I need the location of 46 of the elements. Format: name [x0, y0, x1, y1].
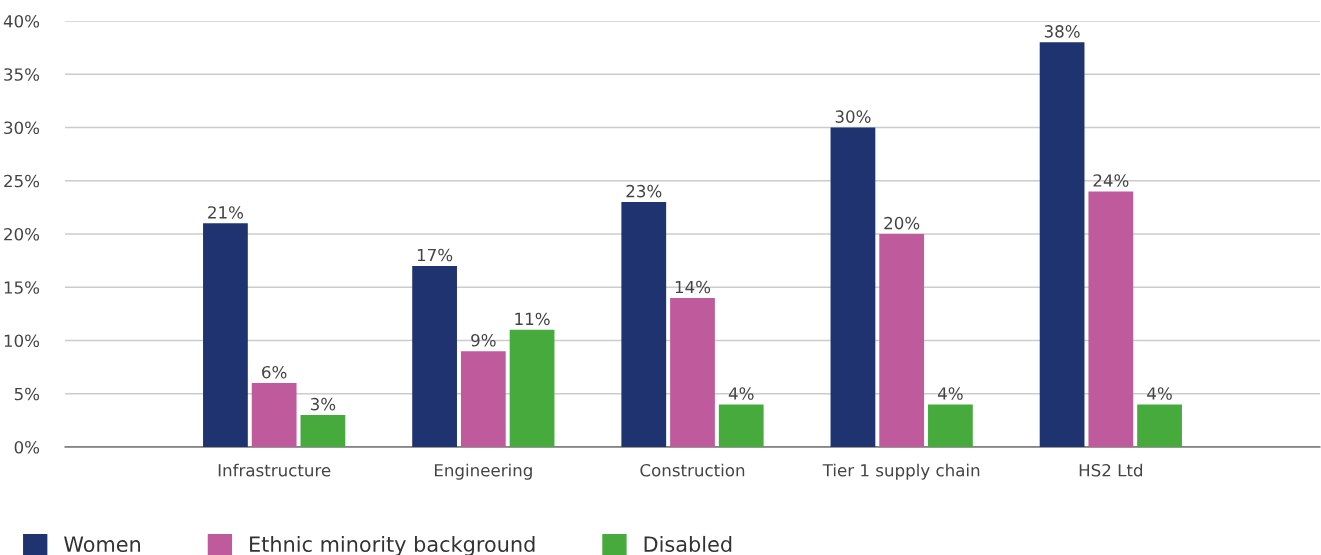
data-label: 11%: [515, 312, 550, 326]
bar: [670, 297, 715, 447]
bar: [621, 202, 667, 447]
bar: [460, 351, 506, 447]
y-tick-label: 25%: [4, 174, 40, 188]
data-label: 9%: [471, 333, 496, 347]
bar: [830, 127, 876, 447]
y-tick-label: 10%: [4, 334, 40, 348]
legend-label: Disabled: [644, 535, 732, 553]
data-label: 4%: [938, 387, 963, 400]
bar: [509, 329, 555, 447]
data-label: 14%: [675, 280, 711, 294]
y-tick-label: 0%: [14, 440, 40, 454]
bar: [251, 383, 297, 447]
y-tick-label: 15%: [4, 281, 40, 294]
bar: [1088, 191, 1134, 447]
data-label: 21%: [208, 206, 244, 219]
data-label: 23%: [626, 184, 662, 198]
x-tick-label: HS2 Ltd: [1079, 463, 1143, 477]
data-label: 4%: [1147, 387, 1172, 400]
data-label: 38%: [1044, 25, 1080, 38]
x-tick-label: Construction: [640, 463, 745, 477]
data-label: 30%: [835, 110, 871, 123]
y-tick-label: 20%: [4, 227, 40, 241]
y-tick-label: 30%: [4, 121, 40, 135]
legend-label: Women: [64, 536, 140, 553]
bar: [412, 265, 457, 447]
data-label: 17%: [417, 248, 453, 262]
x-tick-label: Tier 1 supply chain: [822, 463, 980, 480]
bar: [879, 234, 925, 447]
x-tick-label: Engineering: [434, 463, 532, 480]
data-label: 6%: [262, 365, 287, 379]
bar: [203, 223, 248, 447]
bar: [1039, 42, 1085, 447]
y-tick-label: 5%: [14, 387, 40, 401]
data-label: 4%: [728, 387, 754, 400]
bar: [928, 404, 973, 447]
bar: [300, 415, 346, 447]
x-tick-label: Infrastructure: [218, 463, 331, 477]
data-label: 20%: [884, 216, 920, 230]
y-tick-label: 35%: [4, 68, 40, 81]
bar: [718, 404, 764, 447]
bar: [1137, 404, 1182, 447]
data-label: 3%: [310, 397, 336, 411]
y-tick-label: 40%: [3, 14, 40, 28]
data-label: 24%: [1093, 174, 1129, 187]
